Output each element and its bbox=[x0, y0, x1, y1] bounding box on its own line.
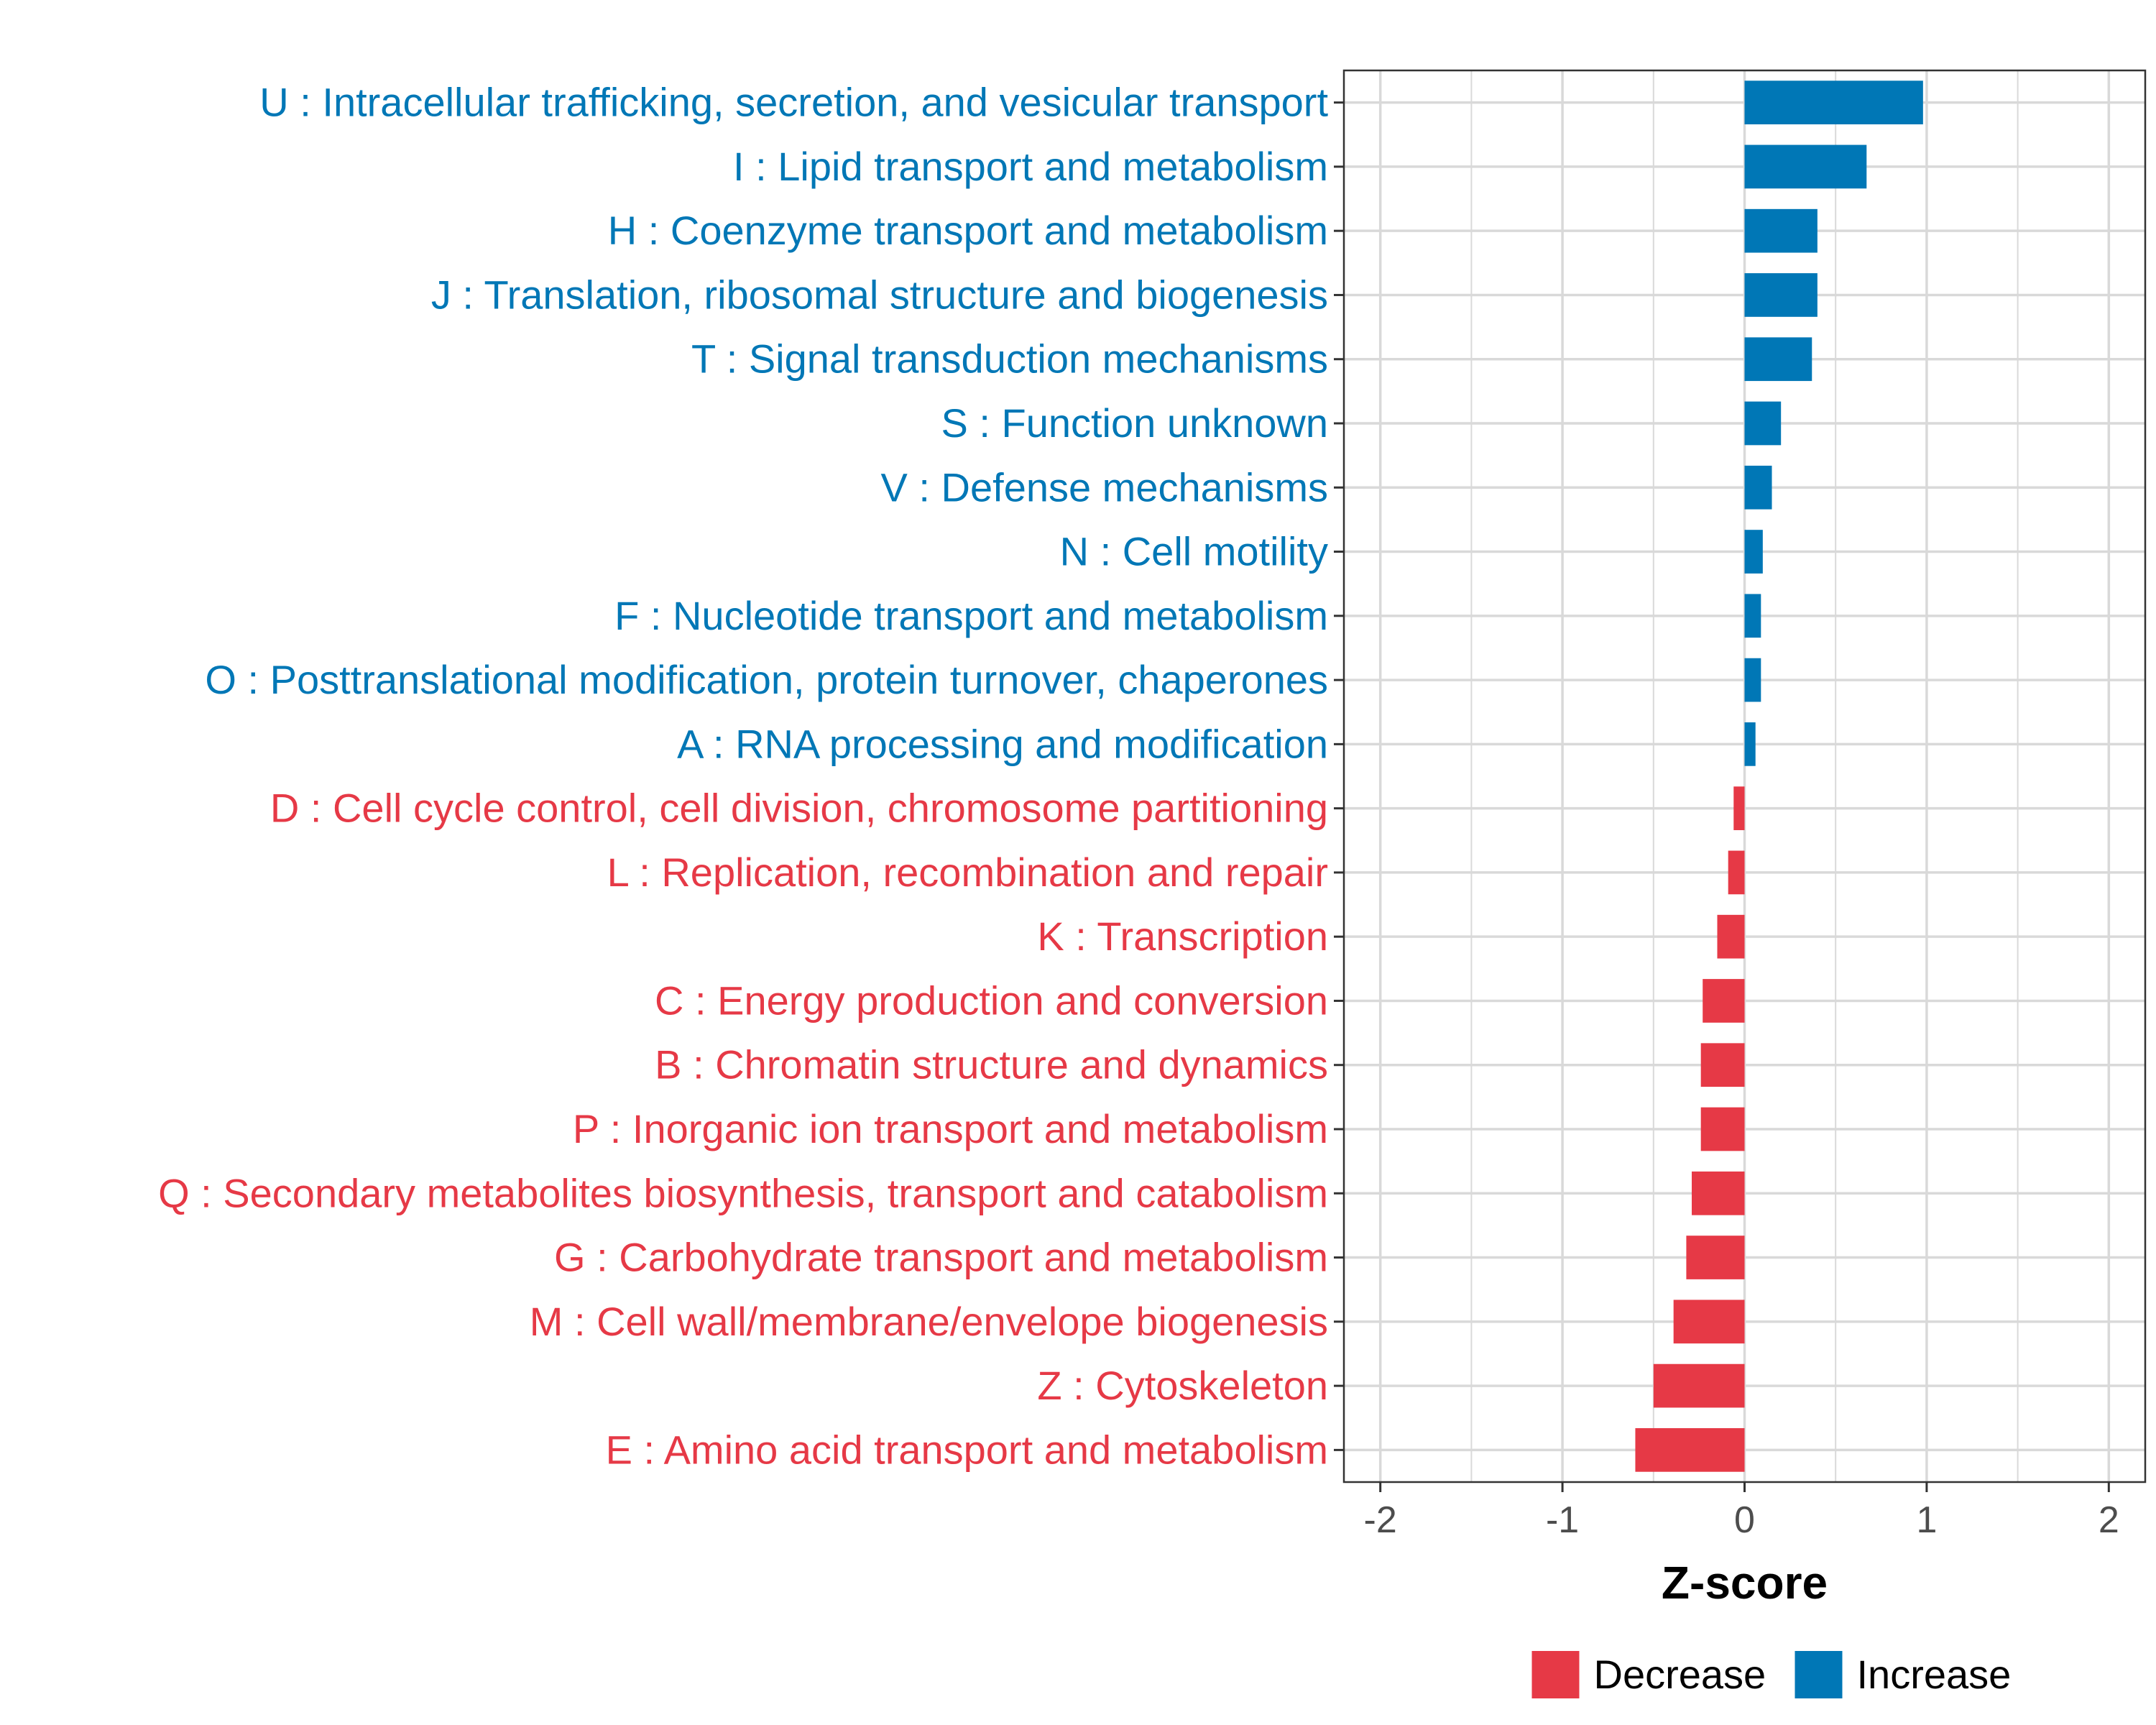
x-tick-label: -2 bbox=[1364, 1499, 1397, 1541]
bar-m bbox=[1673, 1300, 1745, 1344]
bar-q bbox=[1692, 1171, 1745, 1215]
legend-label-decrease: Decrease bbox=[1594, 1652, 1766, 1697]
bar-j bbox=[1744, 273, 1818, 317]
x-axis-tick-labels: -2 -1 0 1 2 bbox=[1364, 1499, 2119, 1541]
x-tick-label: 1 bbox=[1916, 1499, 1937, 1541]
x-tick-label: 2 bbox=[2099, 1499, 2119, 1541]
bar-h bbox=[1744, 208, 1818, 253]
x-axis-title: Z-score bbox=[1662, 1557, 1828, 1609]
bar-e bbox=[1635, 1428, 1745, 1472]
category-label-c: C : Energy production and conversion bbox=[655, 978, 1328, 1023]
category-label-l: L : Replication, recombination and repai… bbox=[607, 850, 1328, 895]
bar-b bbox=[1700, 1043, 1745, 1087]
legend-label-increase: Increase bbox=[1857, 1652, 2012, 1697]
category-label-h: H : Coenzyme transport and metabolism bbox=[608, 208, 1328, 253]
bar-f bbox=[1744, 594, 1761, 638]
category-label-o: O : Posttranslational modification, prot… bbox=[205, 657, 1328, 702]
category-label-d: D : Cell cycle control, cell division, c… bbox=[270, 786, 1328, 831]
bar-o bbox=[1744, 658, 1761, 702]
bars bbox=[1635, 80, 1923, 1472]
bar-s bbox=[1744, 401, 1782, 446]
category-label-g: G : Carbohydrate transport and metabolis… bbox=[554, 1235, 1328, 1280]
bar-t bbox=[1744, 337, 1812, 382]
category-label-v: V : Defense mechanisms bbox=[881, 464, 1328, 510]
bar-n bbox=[1744, 530, 1763, 574]
category-label-p: P : Inorganic ion transport and metaboli… bbox=[573, 1106, 1328, 1151]
bar-z bbox=[1653, 1363, 1745, 1408]
bar-g bbox=[1686, 1236, 1745, 1279]
bar-u bbox=[1744, 80, 1923, 124]
y-axis-ticks bbox=[1334, 101, 1344, 1451]
bar-c bbox=[1703, 979, 1745, 1023]
vertical-gridlines bbox=[1378, 70, 2111, 1482]
category-label-a: A : RNA processing and modification bbox=[677, 721, 1328, 766]
category-label-b: B : Chromatin structure and dynamics bbox=[655, 1042, 1328, 1087]
x-axis-ticks bbox=[1379, 1482, 2110, 1492]
legend: Decrease Increase bbox=[1531, 1651, 2012, 1698]
category-label-t: T : Signal transduction mechanisms bbox=[691, 336, 1328, 382]
category-label-z: Z : Cytoskeleton bbox=[1037, 1363, 1328, 1408]
y-axis-category-labels: U : Intracellular trafficking, secretion… bbox=[158, 80, 1328, 1473]
x-tick-label: 0 bbox=[1734, 1499, 1755, 1541]
bar-k bbox=[1717, 914, 1745, 959]
category-label-j: J : Translation, ribosomal structure and… bbox=[431, 272, 1328, 317]
category-label-s: S : Function unknown bbox=[941, 400, 1328, 446]
category-label-k: K : Transcription bbox=[1037, 914, 1328, 959]
legend-key-decrease bbox=[1531, 1651, 1580, 1698]
x-tick-label: -1 bbox=[1546, 1499, 1579, 1541]
legend-key-increase bbox=[1795, 1651, 1843, 1698]
bar-a bbox=[1744, 722, 1756, 766]
category-label-e: E : Amino acid transport and metabolism bbox=[606, 1427, 1328, 1472]
category-label-m: M : Cell wall/membrane/envelope biogenes… bbox=[530, 1299, 1328, 1344]
bar-l bbox=[1728, 850, 1745, 895]
bar-p bbox=[1700, 1107, 1745, 1151]
category-label-n: N : Cell motility bbox=[1060, 529, 1328, 574]
category-label-q: Q : Secondary metabolites biosynthesis, … bbox=[158, 1170, 1328, 1215]
bar-d bbox=[1733, 786, 1745, 830]
category-label-i: I : Lipid transport and metabolism bbox=[733, 144, 1328, 189]
bar-i bbox=[1744, 144, 1867, 189]
category-label-u: U : Intracellular trafficking, secretion… bbox=[259, 80, 1328, 125]
category-label-f: F : Nucleotide transport and metabolism bbox=[614, 593, 1328, 638]
bar-v bbox=[1744, 465, 1772, 510]
